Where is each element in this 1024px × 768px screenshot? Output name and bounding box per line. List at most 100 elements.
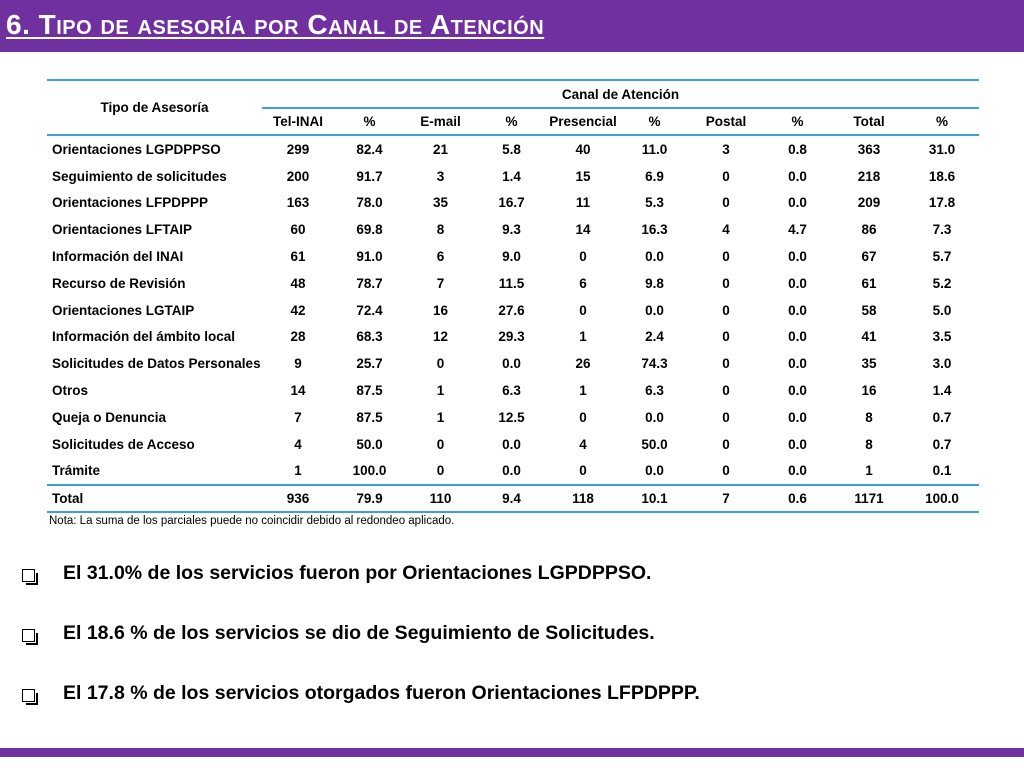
table-cell: 0.0	[788, 436, 807, 452]
table-cell: 0	[722, 356, 730, 372]
table-cell: 8	[865, 409, 873, 425]
table-cell: 9.0	[502, 249, 521, 265]
table-cell: 0.0	[788, 195, 807, 211]
table-cell: 87.5	[356, 383, 383, 399]
table-cell: 21	[432, 141, 449, 157]
table-cell: 110	[405, 484, 476, 514]
table-cell: 0.0	[645, 249, 664, 265]
table-cell: 0	[722, 436, 730, 452]
table-cell: 2.4	[645, 329, 664, 345]
footnote: Nota: La suma de los parciales puede no …	[49, 515, 455, 527]
table-cell: 7	[294, 409, 302, 425]
table-row: Solicitudes de Acceso 4 50.0 0 0.0 4 50.0 0 0.0 8…	[47, 431, 979, 458]
table-row: Orientaciones LGTAIP 42 72.4 16 27.6 0 0.0 0 0.0…	[47, 297, 979, 324]
table-cell: 0.0	[788, 463, 807, 479]
table-cell: 26	[575, 356, 591, 372]
table-cell: 200	[286, 168, 310, 184]
table-cell: 8	[436, 222, 445, 238]
table-cell: 0.0	[645, 409, 664, 425]
table-cell: 1.4	[932, 383, 952, 399]
table-row: Queja o Denuncia 7 87.5 1 12.5 0 0.0 0 0.0 8 0.7	[47, 404, 979, 431]
table-cell: 25.7	[356, 356, 383, 372]
table-cell: 100.0	[905, 484, 980, 514]
table-cell: 29.3	[498, 329, 525, 345]
table-cell: 118	[547, 484, 619, 514]
row-label: Orientaciones LFPDPPP	[52, 195, 209, 211]
table-row: Orientaciones LGPDPPSO 299 82.4 21 5.8 40 11.0…	[47, 135, 979, 163]
table-cell: 7	[690, 484, 762, 514]
table-cell: 67	[861, 249, 877, 265]
table-cell: 86	[861, 222, 877, 238]
row-label: Otros	[52, 383, 89, 399]
column-header: %	[905, 108, 980, 136]
table-cell: 91.0	[356, 249, 383, 265]
table-cell: 0.0	[502, 436, 521, 452]
table-cell: 11.5	[498, 275, 525, 291]
table-cell: 0.7	[932, 409, 952, 425]
row-label: Total	[47, 484, 262, 514]
table-cell: 5.2	[932, 275, 952, 291]
table-row: Información del INAI 61 91.0 6 9.0 0 0.0 0 0.0 67…	[47, 243, 979, 270]
table-cell: 0.0	[788, 329, 807, 345]
column-header: Tel-INAI	[262, 108, 334, 136]
bullet-text: El 31.0% de los servicios fueron por Ori…	[63, 562, 652, 584]
table-cell: 0.0	[788, 275, 807, 291]
table-cell: 3.5	[932, 329, 952, 345]
table-cell: 0	[579, 302, 587, 318]
table-cell: 1.4	[502, 168, 521, 184]
table-row: Solicitudes de Datos Personales 9 25.7 0 0.0…	[47, 350, 979, 377]
table-row: Información del ámbito local 28 68.3 12 29.3…	[47, 324, 979, 351]
table-cell: 4.7	[788, 222, 807, 238]
table-cell: 16.3	[641, 222, 668, 238]
row-label: Orientaciones LGTAIP	[52, 302, 195, 318]
table-cell: 0.0	[645, 463, 664, 479]
table-cell: 163	[286, 195, 310, 211]
total-row: Total 936 79.9 110 9.4 118 10.1 7 0.6 1171 100.0	[47, 484, 980, 514]
table-cell: 209	[857, 195, 881, 211]
checkbox-bullet-icon	[22, 629, 38, 645]
row-label: Información del INAI	[52, 249, 184, 265]
table-cell: 0.0	[788, 409, 807, 425]
table-cell: 12	[432, 329, 449, 345]
column-header: Total	[833, 108, 905, 136]
checkbox-bullet-icon	[22, 569, 38, 585]
table-cell: 16	[861, 383, 877, 399]
table-cell: 41	[861, 329, 877, 345]
table-cell: 4	[294, 436, 302, 452]
table-cell: 0.0	[502, 356, 521, 372]
table-cell: 4	[579, 436, 587, 452]
table-cell: 6.3	[502, 383, 521, 399]
table-cell: 60	[290, 222, 306, 238]
table-cell: 18.6	[928, 168, 956, 184]
table-cell: 9.3	[502, 222, 521, 238]
bottom-bar	[0, 748, 1024, 757]
table-cell: 6.3	[645, 383, 664, 399]
table-cell: 363	[857, 141, 881, 157]
table-cell: 936	[262, 484, 334, 514]
table-cell: 218	[857, 168, 881, 184]
table-cell: 0	[579, 463, 587, 479]
table-cell: 299	[286, 141, 310, 157]
table-cell: 6	[436, 249, 445, 265]
table-cell: 27.6	[498, 302, 525, 318]
table-cell: 0.0	[788, 249, 807, 265]
table-cell: 3.0	[932, 356, 952, 372]
table-cell: 0.0	[645, 302, 664, 318]
table-cell: 1	[579, 383, 587, 399]
table-cell: 0.0	[788, 302, 807, 318]
table-cell: 15	[575, 168, 591, 184]
column-header: %	[619, 108, 690, 136]
table-cell: 12.5	[498, 409, 525, 425]
table-cell: 1	[865, 463, 873, 479]
table-cell: 4	[722, 222, 730, 238]
table-cell: 74.3	[641, 356, 668, 372]
table-cell: 8	[865, 436, 873, 452]
column-header: E-mail	[405, 108, 476, 136]
table-cell: 0	[722, 195, 730, 211]
table-cell: 68.3	[356, 329, 383, 345]
table-cell: 48	[290, 275, 306, 291]
table-cell: 0	[722, 168, 730, 184]
row-label: Seguimiento de solicitudes	[52, 168, 227, 184]
table-cell: 5.0	[932, 302, 952, 318]
table-cell: 50.0	[356, 436, 383, 452]
